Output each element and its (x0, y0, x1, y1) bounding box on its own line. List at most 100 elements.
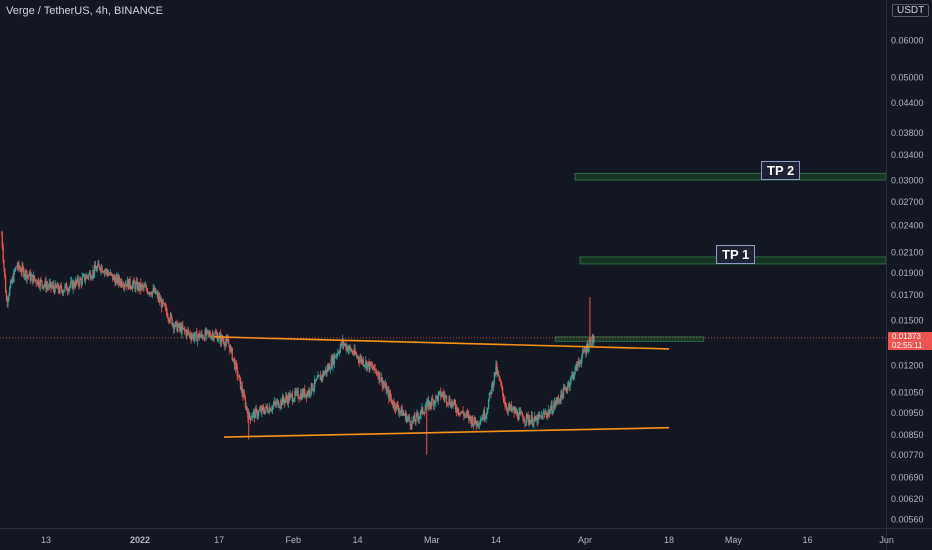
candle-body (161, 299, 163, 308)
candle-body (302, 391, 304, 396)
tp1-label[interactable]: TP 1 (716, 245, 756, 264)
candle-body (171, 317, 173, 326)
candle-body (253, 411, 256, 419)
candle-body (170, 314, 172, 318)
candle-body (182, 328, 185, 329)
candle-body (368, 361, 370, 370)
candle-body (46, 285, 49, 287)
candle-body (81, 277, 83, 284)
candle-body (85, 275, 88, 279)
candle-body (44, 280, 46, 286)
candle-body (58, 290, 60, 293)
candle-body (37, 279, 40, 286)
candle-body (241, 385, 243, 394)
candle-body (318, 375, 320, 377)
candle-body (248, 412, 251, 417)
candle-body (195, 331, 197, 333)
candle-body (272, 404, 275, 406)
x-tick-label: Jun (879, 535, 894, 545)
candle-body (348, 346, 350, 350)
candle-body (432, 400, 435, 406)
candle-body (487, 400, 490, 409)
candle-body (413, 416, 416, 422)
candle-body (516, 411, 519, 418)
x-tick-label: Feb (285, 535, 301, 545)
candle-body (362, 359, 364, 366)
tp2-label[interactable]: TP 2 (761, 161, 801, 180)
candle-body (455, 409, 458, 412)
candle-body (88, 274, 90, 278)
candle-body (87, 276, 89, 278)
candle-body (544, 412, 547, 414)
candle-body (136, 281, 139, 290)
candle-body (578, 362, 580, 364)
candle-body (323, 372, 326, 376)
candle-body (26, 274, 28, 279)
candle-body (378, 372, 380, 379)
candle-body (373, 364, 375, 370)
candle-body (10, 281, 13, 283)
candle-body (36, 282, 38, 285)
candle-body (217, 339, 219, 342)
candle-body (196, 336, 199, 342)
trendline-resistance (214, 336, 670, 350)
candle-body (4, 276, 7, 293)
candle-body (318, 375, 321, 377)
candle-body (77, 277, 79, 284)
candle-body (140, 285, 143, 290)
candle-body (431, 398, 433, 406)
candle-body (152, 288, 154, 292)
candle-body (359, 359, 361, 362)
candle-body (411, 421, 413, 428)
candle-body (8, 295, 10, 299)
candle-body (211, 335, 213, 339)
candle-body (389, 393, 392, 399)
candle-body (473, 417, 476, 424)
candle-body (276, 400, 279, 402)
candle-body (510, 405, 512, 409)
candle-body (400, 407, 402, 411)
candle-body (147, 292, 149, 294)
candle-body (440, 395, 443, 397)
candle-body (454, 403, 457, 410)
candle-body (448, 398, 450, 404)
candle-body (340, 342, 342, 348)
candle-body (140, 282, 142, 290)
candle-body (5, 292, 8, 301)
candle-body (374, 364, 376, 370)
candle-body (59, 285, 61, 293)
candle-body (277, 400, 280, 408)
candle-body (155, 293, 158, 295)
candle-body (527, 415, 529, 423)
candle-body (89, 272, 92, 279)
candle-body (357, 356, 360, 360)
candle-body (62, 291, 64, 294)
candle-body (194, 332, 196, 338)
candle-body (108, 274, 111, 275)
y-tick-label: 0.00770 (891, 450, 924, 460)
candle-body (201, 333, 203, 336)
candle-body (2, 247, 4, 261)
candle-body (546, 414, 548, 417)
candle-body (561, 390, 563, 395)
candle-body (159, 296, 161, 302)
candle-body (40, 280, 42, 281)
candle-body (136, 281, 138, 284)
candle-body (569, 382, 571, 387)
candle-body (265, 405, 267, 410)
candle-body (531, 415, 533, 425)
currency-badge[interactable]: USDT (892, 4, 930, 17)
candle-body (64, 285, 66, 291)
candle-body (274, 401, 276, 404)
candle-body (262, 406, 264, 408)
candle-body (442, 393, 444, 396)
candle-body (242, 393, 244, 398)
candle-body (335, 355, 337, 358)
candle-body (285, 396, 287, 400)
candle-body (280, 400, 282, 407)
candle-body (584, 350, 586, 352)
candle-body (78, 283, 80, 286)
candle-body (159, 299, 162, 302)
candle-body (568, 382, 570, 387)
